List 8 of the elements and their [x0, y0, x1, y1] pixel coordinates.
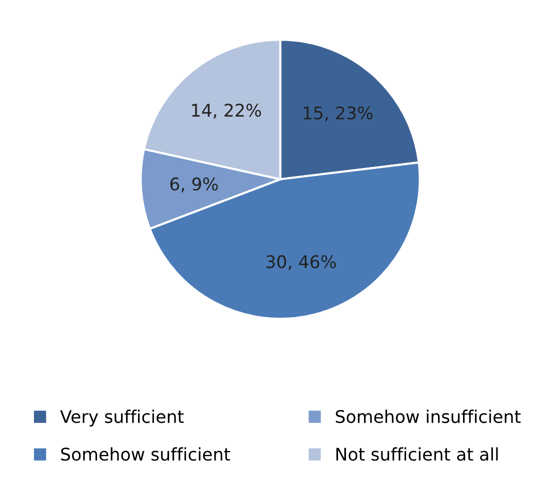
legend-label: Very sufficient — [60, 410, 184, 426]
legend-label: Somehow sufficient — [61, 447, 230, 461]
data-label: 14, 22% — [192, 104, 261, 119]
data-label: 30, 46% — [266, 255, 336, 270]
data-label: 6, 9% — [170, 177, 218, 192]
legend-label: Somehow insufficient — [336, 410, 521, 424]
data-label: 15, 23% — [304, 106, 373, 122]
legend-label: Not sufficient at all — [336, 447, 498, 461]
